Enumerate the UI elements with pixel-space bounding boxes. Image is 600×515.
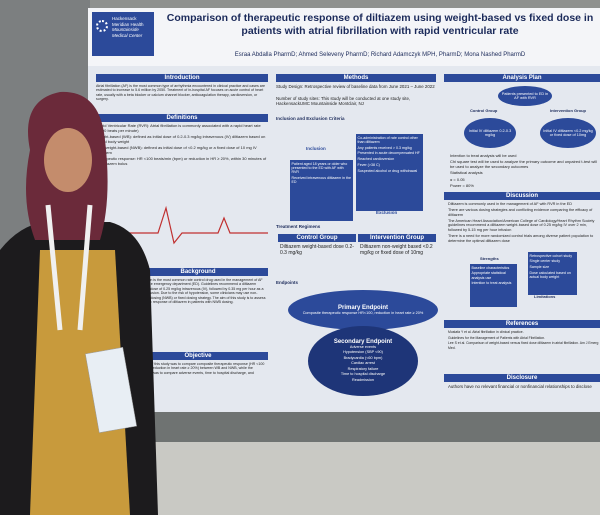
flow-box: Initial IV diltiazem <0.2 mg/kg or fixed…: [540, 118, 596, 148]
analysis-item: Intention to treat analysis will be used: [450, 153, 517, 158]
secondary-item: Adverse events: [349, 344, 377, 349]
section-heading: Definitions: [96, 114, 268, 122]
secondary-item: Cardiac arrest: [351, 361, 375, 366]
limitation-item: Sample size: [529, 265, 550, 270]
study-design: Study Design: Retrospective review of ba…: [276, 84, 435, 89]
inclusion-item: Received intravenous diltiazem in the ED: [291, 175, 352, 185]
ecg-diagram: [128, 205, 268, 245]
analysis-list: Intention to treat analysis will be used…: [450, 153, 600, 190]
flow-label: Control Group: [470, 108, 498, 113]
limitation-item: Dose calculated based on actual body wei…: [529, 270, 571, 280]
dress: [30, 250, 130, 515]
limitations-label: Limitations: [534, 294, 556, 299]
poster-title: Comparison of therapeutic response of di…: [166, 12, 594, 37]
subheading: Treatment Regimens: [276, 224, 321, 229]
analysis-item: α = 0.05: [450, 176, 465, 182]
discussion-item: There are various dosing strategies and …: [448, 208, 593, 217]
discussion-item: The American Heart Association/American …: [448, 218, 595, 232]
lanyard: [45, 204, 93, 331]
logo-name: Hackensack Meridian Health: [112, 16, 144, 27]
section-heading: Discussion: [444, 192, 600, 200]
strengths-box: Baseline characteristics Appropriate stat…: [470, 264, 517, 307]
primary-heading: Primary Endpoint: [337, 305, 388, 311]
logo-icon: [96, 20, 108, 32]
strengths-label: Strengths: [480, 256, 499, 261]
poster: Hackensack Meridian Health Mountainside M…: [88, 8, 600, 412]
reference-item: Mustafa Y et al. Atrial fibrillation in …: [448, 330, 524, 334]
section-heading: References: [444, 320, 600, 328]
section-heading: Introduction: [96, 74, 268, 82]
exclusion-item: Co-administration of rate control other …: [357, 135, 418, 144]
strength-item: Intention to treat analysis: [471, 281, 512, 286]
definition: Weight-based (WB): defined as initial do…: [96, 134, 266, 144]
analysis-item: Power = 80%: [450, 182, 474, 188]
strength-item: Appropriate statistical analysis use: [471, 271, 506, 280]
section-heading: Methods: [276, 74, 436, 82]
exclusion-item: Reached cardioversion: [357, 157, 395, 162]
badge: [85, 347, 137, 433]
reference-item: Lee S et al. Comparison of weight-based …: [448, 341, 599, 350]
flow-start: Patients presented to ED in AF with RVR: [498, 86, 552, 106]
discussion-item: Diltiazem is commonly used in the manage…: [448, 202, 573, 206]
subheading: Inclusion and Exclusion Criteria: [276, 116, 345, 121]
inclusion-box: Patient aged 18 years or older who prese…: [290, 160, 353, 221]
reference-item: Guidelines for the Management of Patient…: [448, 335, 546, 340]
limitations-box: Retrospective cohort study Single center …: [528, 252, 577, 295]
secondary-heading: Secondary Endpoint: [333, 338, 393, 345]
references-list: Mustafa Y et al. Atrial fibrillation in …: [448, 330, 600, 351]
analysis-item: Statistical analysis: [450, 170, 483, 176]
section-text: Atrial fibrillation (AF) is the most com…: [96, 84, 265, 102]
subheading: Endpoints: [276, 280, 298, 285]
table-cell: Diltiazem weight-based dose 0.2-0.3 mg/k…: [280, 244, 354, 256]
table-cell: Diltiazem non-weight based <0.2 mg/kg or…: [360, 244, 433, 256]
study-sites: Number of study sites: This study will b…: [276, 96, 411, 107]
authors: Esraa Abdalla PharmD; Ahmed Seleveny Pha…: [234, 52, 526, 58]
exclusion-item: Suspected alcohol or drug withdrawal: [357, 168, 418, 173]
section-text: Authors have no relevant financial or no…: [448, 384, 592, 389]
logo-sub: Mountainside Medical Center: [112, 27, 143, 38]
section-heading: Analysis Plan: [444, 74, 600, 82]
flow-label: Intervention Group: [550, 108, 586, 113]
section-text: Atrial fibrillation is the most common r…: [128, 278, 266, 305]
secondary-item: Readmission: [352, 377, 374, 382]
header: [88, 8, 600, 66]
table-header: Control Group: [278, 234, 356, 242]
analysis-item: Chi square test will be used to analyze …: [450, 159, 597, 170]
section-heading: Background: [128, 268, 268, 276]
exclusion-item: Fever (>38 C): [357, 162, 380, 167]
face: [44, 128, 92, 192]
primary-text: Composite therapeutic response HR<100, r…: [302, 311, 424, 315]
inclusion-label: Inclusion: [306, 146, 326, 151]
strength-item: Baseline characteristics: [471, 265, 510, 270]
inclusion-item: Patient aged 18 years or older who prese…: [291, 161, 348, 175]
discussion-list: Diltiazem is commonly used in the manage…: [448, 202, 600, 245]
exclusion-item: Presented in acute decompensated HF: [357, 151, 420, 156]
exclusion-item: Any patients received > 0.3 mg/kg: [357, 145, 412, 150]
secondary-item: Hypotension (SBP <90): [343, 350, 383, 355]
definition: Therapeutic response: HR <100 beats/min …: [96, 156, 267, 167]
flow-box: Initial IV diltiazem 0.2-0.3 mg/kg: [464, 118, 516, 148]
discussion-item: There is a need for more randomized cont…: [448, 234, 594, 243]
exclusion-label: Exclusion: [376, 210, 398, 215]
exclusion-box: Co-administration of rate control other …: [356, 134, 423, 211]
section-heading: Objective: [128, 352, 268, 360]
poster-board: [88, 412, 600, 442]
secondary-item: Respiratory failure: [347, 366, 379, 371]
secondary-endpoint: Secondary Endpoint Adverse events Hypoten…: [308, 326, 418, 396]
limitation-item: Single center study: [529, 259, 561, 264]
secondary-item: Time to hospital discharge: [340, 372, 386, 377]
primary-endpoint: Primary Endpoint Composite therapeutic r…: [288, 290, 438, 330]
secondary-item: Bradycardia (<60 bpm): [343, 355, 383, 360]
definition: Rapid Ventricular Rate (RVR): Atrial fib…: [96, 123, 261, 133]
logo: Hackensack Meridian Health Mountainside M…: [92, 12, 154, 56]
section-heading: Disclosure: [444, 374, 600, 382]
limitation-item: Retrospective cohort study: [529, 253, 573, 258]
table-header: Intervention Group: [358, 234, 436, 242]
